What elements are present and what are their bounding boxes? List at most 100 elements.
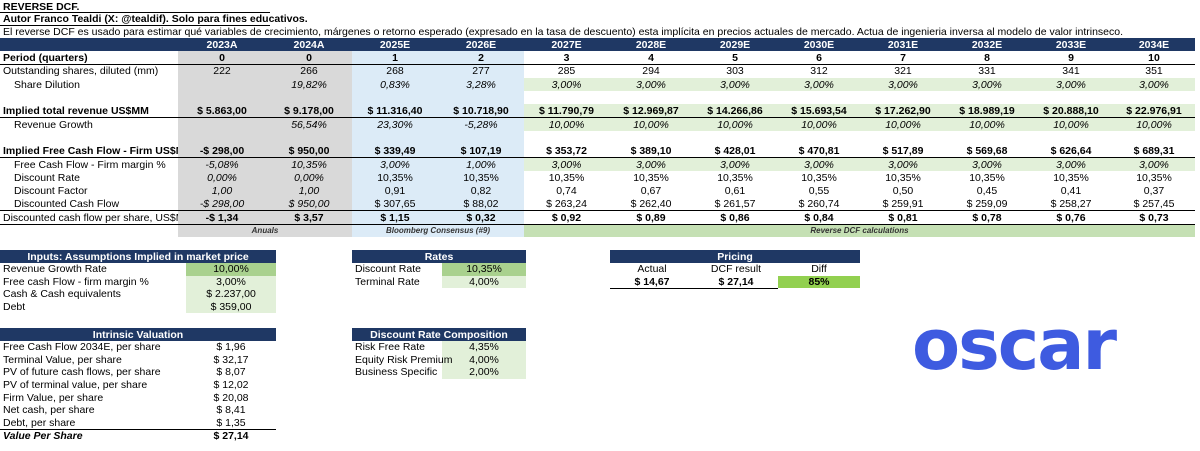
value-cell: $ 262,40	[630, 197, 672, 210]
composition-value[interactable]: 4,35%	[442, 341, 527, 354]
value-cell: $ 353,72	[524, 144, 609, 159]
value-cell: $ 428,01	[693, 144, 777, 159]
row-label: Discounted Cash Flow	[14, 197, 120, 210]
value-cell: 312	[810, 65, 828, 78]
value-cell: $ 263,24	[546, 197, 587, 210]
spacer-cell	[524, 91, 609, 104]
composition-title: Discount Rate Composition	[352, 328, 527, 341]
value-cell: 10,35%	[548, 171, 585, 184]
value-cell: $ 3,57	[266, 210, 352, 225]
spacer-cell	[1113, 131, 1195, 144]
pricing-header: Diff	[811, 263, 827, 276]
rate-value[interactable]: 10,35%	[442, 263, 527, 276]
row-label: Revenue Growth	[14, 118, 93, 131]
intrinsic-label: Debt, per share	[3, 416, 76, 429]
year-header: 2025E	[352, 38, 438, 52]
year-header: 2034E	[1113, 38, 1195, 52]
intrinsic-label: PV of terminal value, per share	[3, 379, 148, 392]
pricing-actual: $ 14,67	[610, 275, 694, 289]
year-header: 2026E	[438, 38, 524, 52]
rate-value[interactable]: 4,00%	[442, 275, 527, 289]
row-label: Period (quarters)	[0, 51, 178, 66]
input-label: Free cash Flow - firm margin %	[3, 275, 149, 288]
spacer-cell	[438, 131, 524, 145]
value-cell: 1,00	[266, 184, 352, 198]
value-cell: 268	[352, 64, 438, 78]
rate-label: Discount Rate	[355, 263, 421, 276]
value-cell	[178, 117, 266, 132]
value-cell: 3,00%	[777, 77, 861, 92]
value-cell: 3,00%	[524, 77, 609, 92]
row-discount-factor: Discount Factor 1,00 1,00 0,91 0,82 0,74 0,67 0…	[0, 184, 1195, 198]
value-cell: 10,00%	[1029, 117, 1113, 132]
row-fcf: Implied Free Cash Flow - Firm US$MM -$ 29…	[0, 144, 1195, 159]
footer-anuals: Anuals	[178, 224, 352, 237]
value-cell: 10,35%	[885, 171, 921, 184]
oscar-logo: oscar	[912, 304, 1117, 386]
title-underline	[0, 12, 270, 13]
row-growth: Revenue Growth 56,54% 23,30% -5,28% 10,00% 10…	[0, 117, 1195, 132]
value-cell: $ 22.976,91	[1113, 104, 1195, 119]
input-value[interactable]: 3,00%	[186, 275, 277, 289]
value-cell: 294	[642, 65, 660, 78]
input-value[interactable]: 10,00%	[186, 263, 277, 276]
row-label: Implied Free Cash Flow - Firm US$MM	[0, 144, 178, 159]
value-cell: 285	[557, 65, 576, 78]
value-cell	[178, 77, 266, 92]
value-cell: $ 259,09	[966, 197, 1008, 210]
year-header: 2027E	[524, 38, 609, 52]
value-cell: 3,00%	[1029, 157, 1113, 171]
value-cell: $ 1,15	[352, 210, 438, 225]
intrinsic-value: $ 8,41	[216, 404, 246, 417]
value-cell: 2	[438, 51, 524, 66]
value-cell: $ 12.969,87	[609, 104, 693, 119]
pricing-header: Actual	[637, 263, 667, 276]
value-cell: 321	[894, 65, 912, 78]
value-cell: 303	[726, 65, 744, 78]
value-cell: 6	[777, 51, 861, 66]
input-value[interactable]: $ 2.237,00	[186, 288, 277, 301]
row-label: Discount Rate	[14, 171, 80, 184]
pricing-diff: 85%	[778, 275, 861, 289]
spacer-cell	[1029, 91, 1113, 104]
row-revenue: Implied total revenue US$MM $ 5.863,00 $ 9…	[0, 104, 1195, 119]
value-cell: 10,35%	[266, 157, 352, 171]
row-period: Period (quarters) 0 0 1 2 3 4 5 6 7 8 9 10	[0, 51, 1195, 66]
input-label: Revenue Growth Rate	[3, 263, 107, 276]
value-cell: $ 257,45	[1133, 197, 1175, 210]
composition-label: Equity Risk Premium	[355, 353, 453, 366]
year-header-blank	[0, 38, 178, 52]
spacer-cell	[178, 131, 266, 145]
value-cell: 10,00%	[945, 117, 1029, 132]
composition-value[interactable]: 4,00%	[442, 353, 527, 367]
value-cell: 7	[861, 51, 945, 66]
value-cell: 331	[978, 65, 996, 78]
composition-value[interactable]: 2,00%	[442, 366, 527, 379]
value-cell: 1,00%	[438, 157, 524, 171]
year-header: 2024A	[266, 38, 352, 52]
row-label: Implied total revenue US$MM	[0, 104, 178, 119]
value-cell: 3,00%	[609, 157, 693, 171]
value-cell: 9	[1029, 51, 1113, 66]
value-cell: 0,37	[1143, 184, 1165, 197]
value-cell: 0,00%	[266, 170, 352, 185]
value-cell: $ 339,49	[352, 144, 438, 159]
value-cell: 3,00%	[945, 157, 1029, 171]
value-per-share-label: Value Per Share	[0, 428, 186, 442]
pricing-table: Pricing Actual DCF result Diff $ 14,67 $…	[610, 250, 861, 289]
rate-label: Terminal Rate	[355, 275, 420, 288]
row-shares: Outstanding shares, diluted (mm) 222 266 26…	[0, 64, 1195, 78]
input-value[interactable]: $ 359,00	[186, 300, 277, 314]
value-cell: 3,00%	[1113, 77, 1195, 92]
value-cell: $ 11.790,79	[524, 104, 609, 119]
value-cell: 266	[266, 64, 352, 78]
composition-label: Business Specific	[355, 366, 438, 379]
value-cell: $ 261,57	[714, 197, 756, 210]
value-cell: 277	[438, 64, 524, 78]
author-underline	[0, 25, 270, 26]
value-cell: 3,00%	[861, 77, 945, 92]
spacer-cell	[609, 91, 693, 104]
spacer-cell	[777, 91, 861, 104]
value-cell: 10,35%	[717, 171, 753, 184]
value-cell: 10,35%	[1053, 171, 1089, 184]
